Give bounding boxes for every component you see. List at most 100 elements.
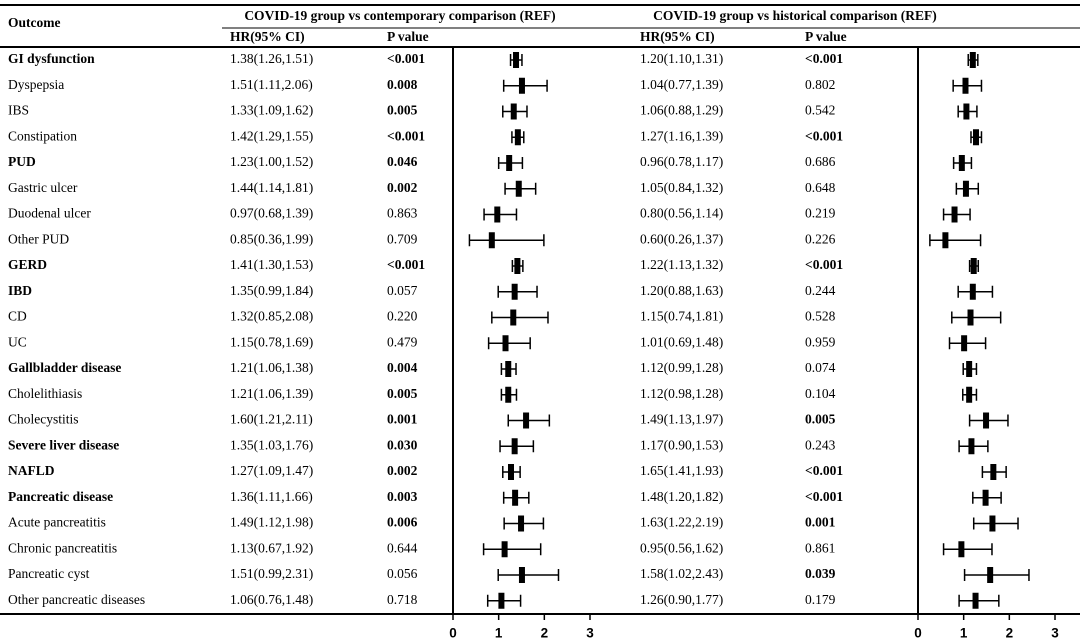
outcome-label: Chronic pancreatitis [8,540,117,555]
hr-header: HR(95% CI) [230,29,305,44]
hr-point [969,283,976,300]
hr-ci-label: 1.05(0.84,1.32) [640,180,723,195]
comparison-title: COVID-19 group vs historical comparison … [653,8,937,23]
p-value-label: 0.030 [387,437,418,452]
hr-point [972,129,979,146]
p-value-label: <0.001 [387,51,425,66]
p-value-label: 0.005 [387,386,418,401]
outcome-label: Other pancreatic diseases [8,592,145,607]
x-tick-label: 2 [1006,626,1014,641]
hr-ci-label: 1.20(1.10,1.31) [640,51,723,66]
outcome-label: Other PUD [8,231,69,246]
hr-ci-label: 1.65(1.41,1.93) [640,463,723,478]
hr-ci-label: 1.26(0.90,1.77) [640,592,723,607]
hr-point [987,567,994,583]
hr-ci-label: 1.22(1.13,1.32) [640,257,723,272]
hr-point [512,489,519,506]
hr-ci-label: 1.49(1.12,1.98) [230,515,313,530]
hr-ci-label: 1.33(1.09,1.62) [230,103,313,118]
hr-point [513,52,520,68]
outcome-label: UC [8,334,27,349]
hr-point [505,361,512,377]
p-value-label: 0.056 [387,566,418,581]
hr-point [518,567,525,583]
hr-point [990,464,997,480]
x-tick-label: 3 [1051,626,1059,641]
x-tick-label: 1 [495,626,503,641]
hr-ci-label: 1.23(1.00,1.52) [230,154,313,169]
outcome-label: IBD [8,283,32,298]
p-value-label: 0.004 [387,360,418,375]
hr-ci-label: 1.12(0.99,1.28) [640,360,723,375]
hr-point [514,258,521,274]
outcome-label: Pancreatic cyst [8,566,90,581]
hr-ci-label: 1.60(1.21,2.11) [230,412,313,427]
hr-ci-label: 1.48(1.20,1.82) [640,489,723,504]
hr-ci-label: 1.51(1.11,2.06) [230,77,313,92]
outcome-label: Gallbladder disease [8,360,121,375]
p-value-label: 0.959 [805,334,836,349]
hr-header: HR(95% CI) [640,29,715,44]
hr-point [498,592,505,609]
p-value-label: <0.001 [387,128,425,143]
hr-ci-label: 1.15(0.78,1.69) [230,334,313,349]
p-value-label: <0.001 [805,51,843,66]
x-tick-label: 0 [914,626,922,641]
outcome-label: Constipation [8,128,77,143]
p-value-label: 0.002 [387,180,418,195]
p-value-label: 0.074 [805,360,836,375]
outcome-label: Dyspepsia [8,77,64,92]
p-value-label: <0.001 [387,257,425,272]
p-value-label: 0.057 [387,283,418,298]
p-value-label: <0.001 [805,128,843,143]
hr-ci-label: 0.97(0.68,1.39) [230,206,313,221]
hr-ci-label: 1.20(0.88,1.63) [640,283,723,298]
p-value-label: 0.528 [805,309,836,324]
outcome-label: Cholelithiasis [8,386,82,401]
hr-point [969,52,976,68]
hr-point [961,335,968,352]
p-value-label: 0.219 [805,206,836,221]
hr-point [966,386,973,403]
hr-ci-label: 1.49(1.13,1.97) [640,412,723,427]
p-value-label: 0.244 [805,283,836,298]
hr-ci-label: 1.12(0.98,1.28) [640,386,723,401]
p-value-label: 0.226 [805,231,836,246]
p-value-label: 0.243 [805,437,836,452]
hr-ci-label: 1.01(0.69,1.48) [640,334,723,349]
hr-point [970,258,977,274]
p-value-label: 0.644 [387,540,418,555]
outcome-label: Duodenal ulcer [8,206,91,221]
hr-point [511,283,518,300]
hr-point [514,129,521,146]
hr-ci-label: 1.58(1.02,2.43) [640,566,723,581]
hr-point [972,592,979,609]
hr-point [510,103,517,120]
hr-point [982,489,989,506]
p-value-label: 0.648 [805,180,836,195]
hr-point [962,180,969,197]
outcome-label: Pancreatic disease [8,489,113,504]
hr-ci-label: 1.35(1.03,1.76) [230,437,313,452]
hr-point [958,155,965,171]
hr-ci-label: 1.44(1.14,1.81) [230,180,313,195]
outcome-label: PUD [8,154,36,169]
p-value-label: 0.005 [805,412,836,427]
p-value-label: 0.046 [387,154,418,169]
hr-ci-label: 1.42(1.29,1.55) [230,128,313,143]
p-value-label: 0.005 [387,103,418,118]
hr-point [494,206,501,223]
hr-ci-label: 1.51(0.99,2.31) [230,566,313,581]
hr-point [967,309,974,326]
outcome-label: Cholecystitis [8,412,79,427]
p-value-label: 0.001 [805,515,836,530]
hr-point [506,155,513,171]
p-value-label: 0.861 [805,540,835,555]
p-value-label: 0.709 [387,231,418,246]
p-value-label: 0.479 [387,334,418,349]
hr-point [989,515,996,532]
p-value-label: 0.006 [387,515,418,530]
hr-ci-label: 1.06(0.76,1.48) [230,592,313,607]
p-value-label: 0.002 [387,463,418,478]
p-value-label: 0.008 [387,77,418,92]
